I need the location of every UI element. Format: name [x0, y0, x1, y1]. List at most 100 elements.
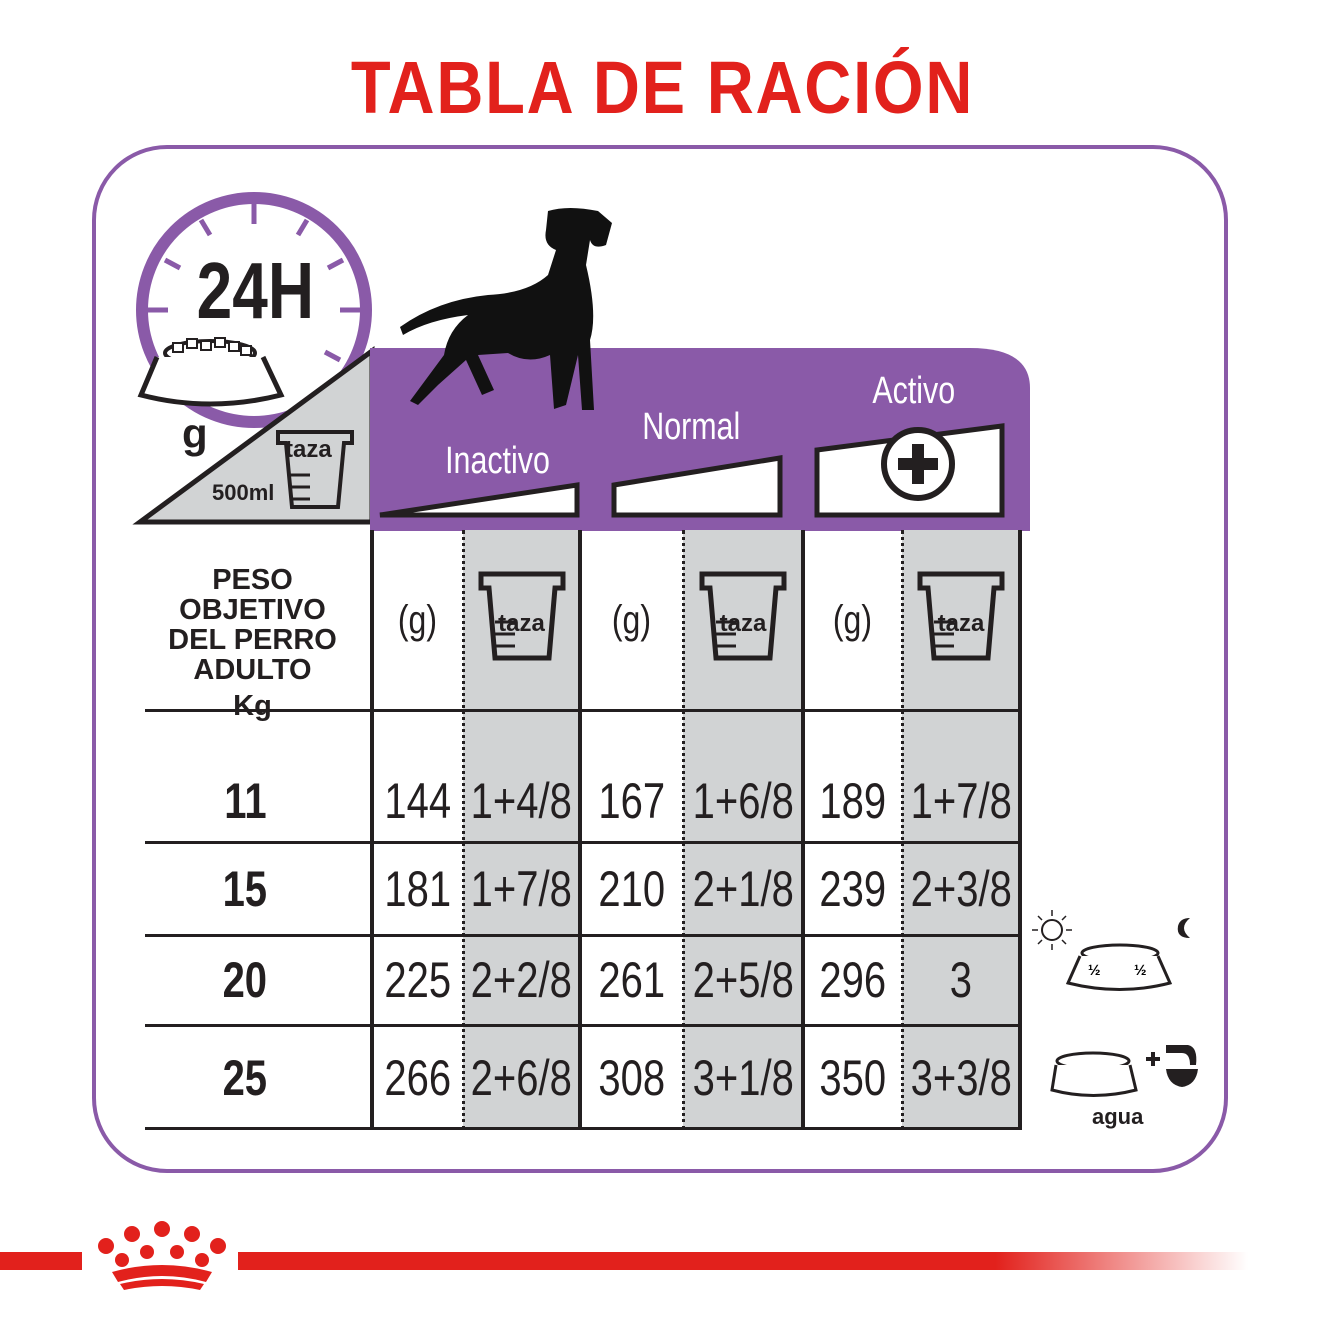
- cup-icon: [917, 571, 1005, 661]
- grams-cell-text: 210: [598, 860, 665, 917]
- grams-cell: 266: [372, 1025, 463, 1130]
- cup-icon: [478, 571, 565, 661]
- grams-cell-text: 296: [819, 952, 886, 1008]
- dotted-divider: [462, 530, 465, 1130]
- cup-amount-cell: 1+7/8: [463, 842, 580, 935]
- weight-cell-text: 15: [222, 860, 268, 917]
- grams-cell-text: 167: [598, 773, 665, 829]
- grams-cell: 296: [803, 935, 902, 1025]
- weight-cell: 20: [145, 935, 345, 1025]
- cup-header-label: taza: [937, 610, 985, 637]
- cup-amount-cell-text: 3+1/8: [692, 1049, 794, 1106]
- column-divider: [1018, 530, 1022, 1130]
- grams-column-header: (g): [580, 530, 683, 710]
- grams-cell-text: 308: [598, 1049, 665, 1106]
- cup-amount-cell-text: 1+4/8: [470, 773, 573, 829]
- cup-amount-cell: 1+7/8: [902, 710, 1020, 842]
- grams-cell: 189: [803, 710, 902, 842]
- level-activo: Activo: [872, 370, 956, 412]
- cup-amount-cell: 1+4/8: [463, 710, 580, 842]
- half-label-day: ½: [1088, 962, 1101, 979]
- dog-silhouette-icon: [400, 208, 612, 410]
- cup-amount-cell-text: 1+6/8: [692, 773, 794, 829]
- cup-column-bg: [902, 530, 1020, 1130]
- weight-header-line: PESO OBJETIVO: [179, 564, 326, 626]
- grams-cell-text: 350: [819, 1049, 886, 1106]
- weight-cell-text: 25: [222, 1049, 268, 1106]
- level-normal: Normal: [642, 406, 741, 448]
- weight-cell-text: 20: [222, 952, 268, 1008]
- level-inactivo: Inactivo: [445, 440, 550, 482]
- cup-header-label: taza: [719, 610, 767, 637]
- grams-cell-text: 225: [384, 952, 451, 1008]
- cup-column-bg: [463, 530, 580, 1130]
- half-label-night: ½: [1134, 962, 1147, 979]
- cup-amount-cell-text: 3: [949, 952, 973, 1008]
- bowl-plus-water-icon: [1050, 1045, 1198, 1097]
- grams-cell: 210: [580, 842, 683, 935]
- cup-amount-cell-text: 2+1/8: [692, 860, 794, 917]
- cup-amount-cell: 2+5/8: [683, 935, 803, 1025]
- cup-amount-cell-text: 2+3/8: [910, 860, 1012, 917]
- cup-column-header: taza: [683, 530, 803, 710]
- column-divider: [578, 530, 582, 1130]
- cup-column-header: taza: [463, 530, 580, 710]
- grams-cell: 225: [372, 935, 463, 1025]
- grams-cell-text: 261: [598, 952, 665, 1008]
- table-frame: [92, 145, 1228, 1173]
- grams-cell: 350: [803, 1025, 902, 1130]
- grams-cell: 181: [372, 842, 463, 935]
- grams-label: g: [182, 410, 208, 457]
- cup-amount-cell: 2+3/8: [902, 842, 1020, 935]
- grams-cell: 144: [372, 710, 463, 842]
- weight-header-line: Kg: [233, 690, 272, 722]
- footer-bar-left: [0, 1252, 82, 1270]
- page-title: TABLA DE RACIÓN: [350, 46, 975, 129]
- grams-cell-text: 144: [384, 773, 451, 829]
- cup-amount-cell-text: 2+5/8: [692, 952, 794, 1008]
- weight-header-line: ADULTO: [193, 654, 312, 686]
- grams-column-header: (g): [803, 530, 902, 710]
- food-bowl-icon: [137, 337, 285, 407]
- water-label: agua: [1092, 1104, 1144, 1129]
- footer-bar-right: [238, 1252, 1248, 1270]
- grams-column-header-text: (g): [397, 597, 438, 642]
- dotted-divider: [682, 530, 685, 1130]
- column-divider: [370, 530, 374, 1130]
- cup-amount-cell-text: 1+7/8: [910, 773, 1012, 829]
- cup-amount-cell-text: 3+3/8: [910, 1049, 1012, 1106]
- activity-header-band: [370, 348, 1030, 531]
- dotted-divider: [901, 530, 904, 1130]
- cup-column-bg: [683, 530, 803, 1130]
- cup-volume-label: 500ml: [212, 480, 275, 505]
- cup-amount-cell: 3: [902, 935, 1020, 1025]
- weight-header: PESO OBJETIVO DEL PERRO ADULTO Kg: [145, 565, 360, 721]
- cup-amount-cell: 2+2/8: [463, 935, 580, 1025]
- grams-column-header: (g): [372, 530, 463, 710]
- weight-cell: 25: [145, 1025, 345, 1130]
- grams-cell: 239: [803, 842, 902, 935]
- grams-column-header-text: (g): [611, 597, 652, 642]
- cup-amount-cell: 3+3/8: [902, 1025, 1020, 1130]
- grams-cell-text: 181: [384, 860, 451, 917]
- cup-amount-cell: 3+1/8: [683, 1025, 803, 1130]
- clock-label: 24H: [196, 246, 314, 335]
- grams-cell: 261: [580, 935, 683, 1025]
- weight-header-line: DEL PERRO: [168, 624, 337, 656]
- cup-column-header: taza: [902, 530, 1020, 710]
- grams-cell-text: 266: [384, 1049, 451, 1106]
- grams-cell: 308: [580, 1025, 683, 1130]
- cup-amount-cell: 1+6/8: [683, 710, 803, 842]
- column-divider: [801, 530, 805, 1130]
- cup-amount-cell-text: 2+6/8: [470, 1049, 573, 1106]
- weight-cell-text: 11: [223, 773, 267, 829]
- cup-icon: [699, 571, 787, 661]
- cup-label: taza: [285, 436, 332, 463]
- cup-amount-cell: 2+6/8: [463, 1025, 580, 1130]
- cup-amount-cell-text: 2+2/8: [470, 952, 573, 1008]
- grams-column-header-text: (g): [832, 597, 873, 642]
- weight-cell: 15: [145, 842, 345, 935]
- grams-cell-text: 189: [819, 773, 886, 829]
- weight-cell: 11: [145, 710, 345, 842]
- clock-24h-icon: [136, 192, 372, 428]
